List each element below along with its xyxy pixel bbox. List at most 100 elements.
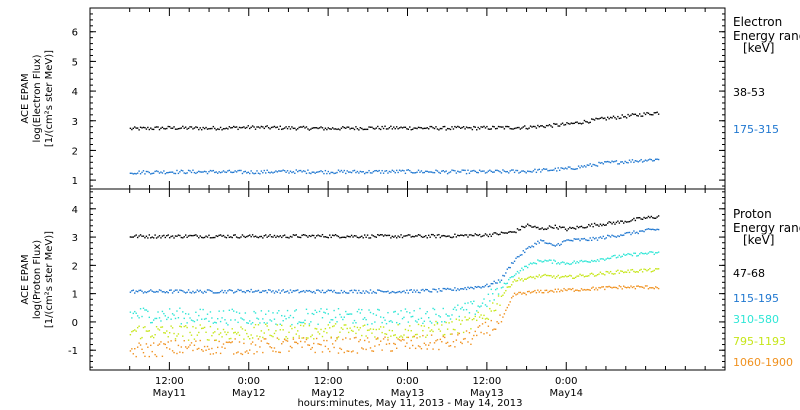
- data-point: [416, 127, 418, 130]
- data-point: [166, 235, 168, 237]
- data-point: [433, 308, 436, 311]
- data-point: [528, 170, 530, 173]
- data-point: [518, 277, 520, 279]
- data-point: [301, 337, 303, 339]
- data-point: [366, 291, 369, 293]
- data-point: [467, 236, 469, 238]
- data-point: [333, 234, 335, 237]
- y-tick-label: 6: [72, 28, 78, 39]
- data-point: [602, 163, 605, 165]
- data-point: [161, 235, 164, 237]
- data-point: [413, 172, 415, 174]
- data-point: [281, 236, 283, 239]
- data-point: [250, 323, 252, 325]
- data-point: [266, 236, 268, 238]
- data-point: [545, 289, 548, 291]
- data-point: [206, 128, 209, 130]
- data-point: [230, 319, 232, 321]
- data-point: [154, 317, 156, 320]
- data-point: [413, 127, 415, 129]
- data-point: [429, 236, 431, 238]
- data-point: [158, 329, 161, 331]
- data-point: [653, 112, 655, 114]
- data-point: [147, 346, 149, 348]
- data-point: [311, 127, 313, 129]
- data-point: [500, 279, 503, 281]
- data-point: [477, 126, 479, 129]
- data-point: [381, 125, 383, 128]
- data-point: [606, 271, 609, 273]
- data-point: [196, 334, 199, 336]
- data-point: [608, 285, 610, 288]
- data-point: [483, 314, 485, 317]
- data-point: [387, 234, 389, 237]
- data-point: [340, 236, 343, 239]
- data-point: [580, 225, 583, 228]
- data-point: [631, 159, 634, 161]
- data-point: [657, 287, 660, 290]
- data-point: [269, 128, 271, 130]
- data-point: [329, 234, 331, 236]
- data-point: [560, 289, 562, 291]
- data-point: [251, 291, 254, 293]
- data-point: [436, 323, 439, 325]
- data-point: [262, 351, 264, 354]
- data-point: [368, 169, 370, 172]
- data-point: [170, 340, 172, 342]
- data-point: [633, 230, 635, 232]
- data-point: [132, 289, 134, 291]
- data-point: [476, 334, 478, 337]
- data-point: [310, 128, 312, 130]
- data-point: [196, 348, 199, 350]
- data-point: [480, 331, 482, 334]
- data-point: [301, 346, 303, 348]
- data-point: [234, 338, 236, 340]
- data-point: [315, 171, 318, 173]
- data-point: [547, 242, 549, 245]
- data-point: [636, 217, 638, 219]
- data-point: [269, 334, 271, 337]
- data-point: [209, 353, 212, 355]
- data-point: [288, 316, 290, 319]
- data-point: [278, 170, 280, 172]
- data-point: [481, 323, 484, 325]
- data-point: [372, 127, 375, 130]
- data-point: [388, 329, 391, 332]
- data-point: [502, 274, 504, 277]
- data-point: [553, 122, 555, 125]
- series-38-53: [129, 111, 660, 131]
- data-point: [561, 167, 564, 170]
- data-point: [419, 346, 421, 348]
- data-point: [168, 289, 171, 291]
- data-point: [356, 292, 359, 294]
- data-point: [398, 127, 401, 129]
- data-point: [614, 254, 616, 257]
- data-point: [560, 243, 562, 246]
- data-point: [379, 234, 382, 236]
- data-point: [490, 319, 492, 322]
- data-point: [394, 343, 396, 346]
- data-point: [253, 310, 255, 313]
- data-point: [528, 127, 530, 129]
- data-point: [307, 128, 309, 130]
- data-point: [417, 126, 420, 129]
- data-point: [152, 237, 155, 239]
- data-point: [266, 169, 268, 171]
- data-point: [350, 351, 353, 353]
- data-point: [173, 126, 175, 128]
- data-point: [256, 335, 258, 337]
- data-point: [310, 348, 312, 350]
- data-point: [656, 216, 658, 218]
- data-point: [244, 312, 247, 314]
- data-point: [503, 170, 506, 172]
- data-point: [243, 126, 245, 128]
- data-point: [532, 246, 535, 248]
- data-point: [397, 291, 399, 293]
- data-point: [612, 235, 615, 237]
- data-point: [430, 233, 433, 236]
- data-point: [564, 228, 567, 230]
- data-point: [445, 321, 447, 324]
- data-point: [294, 172, 296, 175]
- data-point: [190, 319, 193, 321]
- data-point: [583, 260, 586, 262]
